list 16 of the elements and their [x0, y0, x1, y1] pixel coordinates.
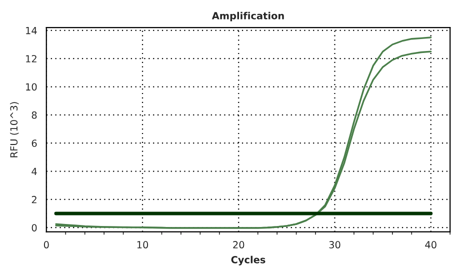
x-axis-title: Cycles: [231, 256, 266, 266]
y-tick-label: 6: [32, 140, 37, 147]
x-tick-label: 30: [329, 241, 340, 248]
x-tick-label: 20: [233, 241, 244, 248]
chart-title: Amplification: [212, 12, 284, 22]
y-tick-label: 0: [32, 224, 37, 232]
y-tick-label: 12: [26, 55, 36, 62]
y-tick-label: 14: [26, 27, 37, 34]
x-tick-label: 40: [425, 241, 436, 248]
y-axis-title: RFU (10^3): [10, 102, 19, 158]
y-tick-label: 4: [32, 168, 37, 175]
y-tick-label: 8: [32, 111, 37, 119]
x-tick-label: 0: [44, 241, 49, 248]
y-tick-label: 10: [26, 83, 37, 91]
x-tick-label: 10: [137, 241, 148, 248]
y-tick-label: 2: [32, 196, 36, 204]
